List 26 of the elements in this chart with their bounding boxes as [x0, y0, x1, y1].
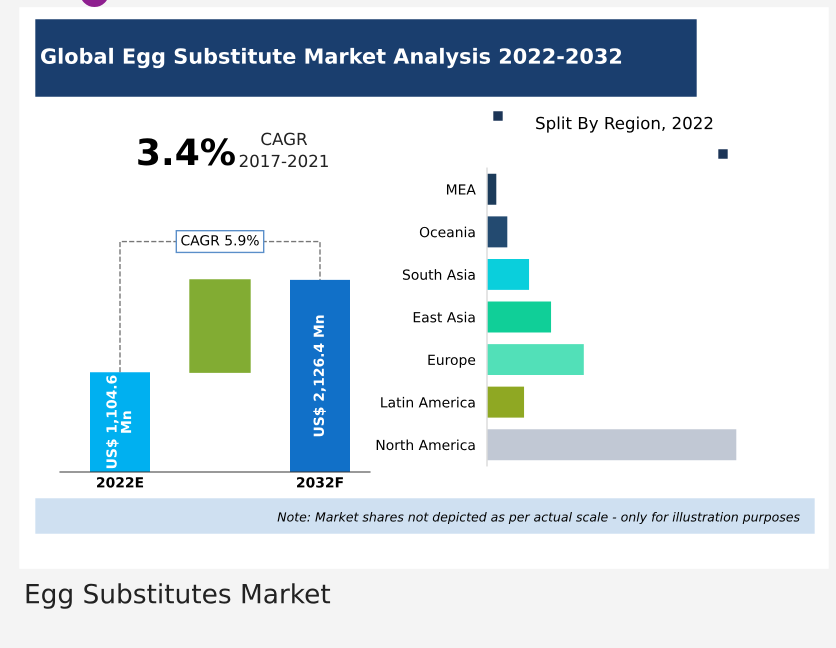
y-tick-label: Oceania	[420, 226, 475, 238]
bar	[487, 300, 552, 334]
x-tick-label: 2022E	[97, 477, 144, 488]
bar	[487, 385, 526, 420]
bar	[487, 428, 738, 462]
y-tick-label: MEA	[446, 184, 476, 195]
chart-title: Split By Region, 2022	[536, 116, 712, 133]
x-tick-label: 2032F	[297, 477, 343, 488]
bar	[487, 172, 498, 206]
text: CAGR	[261, 132, 308, 146]
data-label: US$ 2,126.4 Mn	[313, 315, 326, 436]
text: 3.4%	[138, 138, 235, 166]
bar	[487, 258, 530, 292]
y-tick-label: East Asia	[414, 312, 475, 322]
y-tick-label: North America	[376, 439, 475, 450]
y-tick-label: Latin America	[381, 396, 475, 408]
y-tick-label: South Asia	[402, 269, 475, 280]
text: 2017-2021	[240, 154, 328, 168]
chart-title: Global Egg Substitute Market Analysis 2022-2032	[41, 48, 622, 68]
y-tick-label: Europe	[428, 354, 476, 368]
text: Egg Substitutes Market	[26, 583, 330, 609]
text: CAGR 5.9%	[181, 235, 259, 246]
bar	[487, 342, 586, 376]
data-label: US$ 1,104.6 Mn	[106, 376, 132, 468]
bar	[487, 214, 509, 249]
text: Note: Market shares not depicted as per actual scale - only for illustration purposes	[278, 512, 800, 524]
